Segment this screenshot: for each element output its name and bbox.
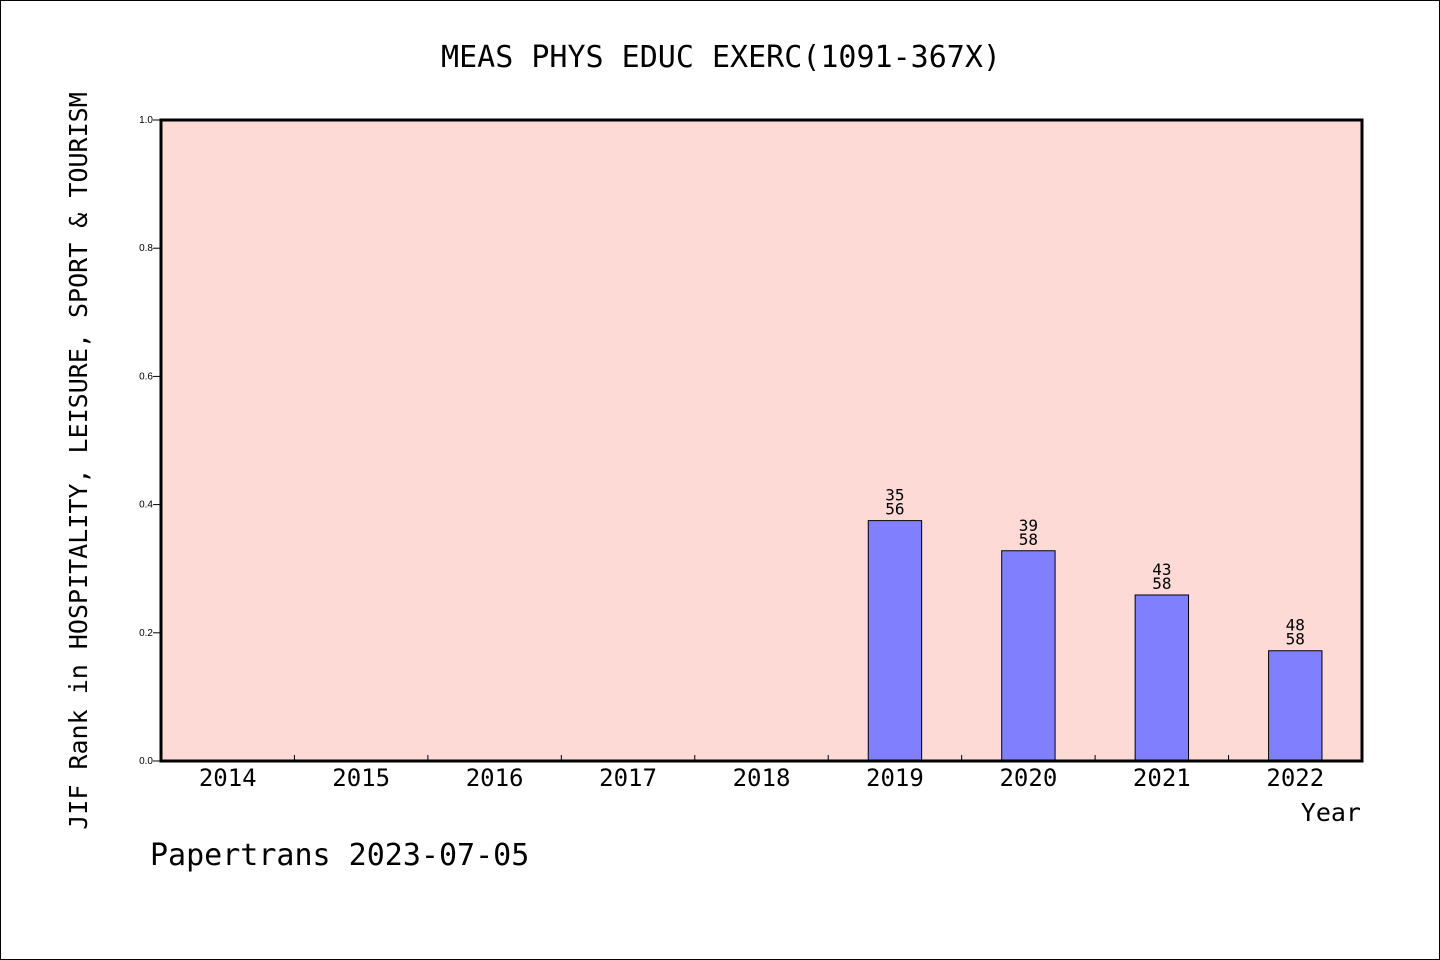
x-tick-label: 2015 [332,764,390,792]
bar-label-total: 56 [885,500,904,519]
y-tick-label: 0.8 [139,243,153,254]
x-tick-label: 2021 [1133,764,1191,792]
bar-label-rank: 39 [1019,516,1038,535]
bars [867,520,1323,762]
x-axis: 2014 2015 2016 2017 2018 2019 2020 2021 2022 [199,755,1324,792]
bar-2021 [1134,594,1190,762]
x-tick-label: 2016 [466,764,524,792]
y-tick-label: 0.4 [139,500,153,511]
bar-2019 [867,520,923,762]
bar-label-rank: 43 [1152,560,1171,579]
y-tick-label: 0.6 [139,371,153,382]
y-tick-label: 0.2 [139,628,153,639]
x-tick-label: 2014 [199,764,257,792]
chart-title: MEAS PHYS EDUC EXERC(1091-367X) [441,40,1001,75]
x-tick-label: 2019 [866,764,924,792]
bar-2020 [1001,550,1056,762]
y-tick-label: 1.0 [139,115,153,126]
y-axis-label: JIF Rank in HOSPITALITY, LEISURE, SPORT … [64,92,93,830]
bar-label-rank: 35 [885,486,904,505]
footer-text: Papertrans 2023-07-05 [150,838,529,873]
plot-frame [159,118,1364,763]
x-axis-label: Year [1301,798,1361,827]
x-tick-label: 2022 [1266,764,1324,792]
x-tick-label: 2020 [999,764,1057,792]
y-tick-label: 0.0 [139,756,153,767]
bar-label-rank: 48 [1286,616,1305,635]
bar-label-total: 58 [1019,530,1038,549]
y-axis: 0.0 0.2 0.4 0.6 0.8 1.0 [139,115,161,767]
x-tick-label: 2018 [733,764,791,792]
bar-label-total: 58 [1286,630,1305,649]
bar-2022 [1268,650,1323,762]
bar-label-total: 58 [1152,574,1171,593]
x-tick-label: 2017 [599,764,657,792]
